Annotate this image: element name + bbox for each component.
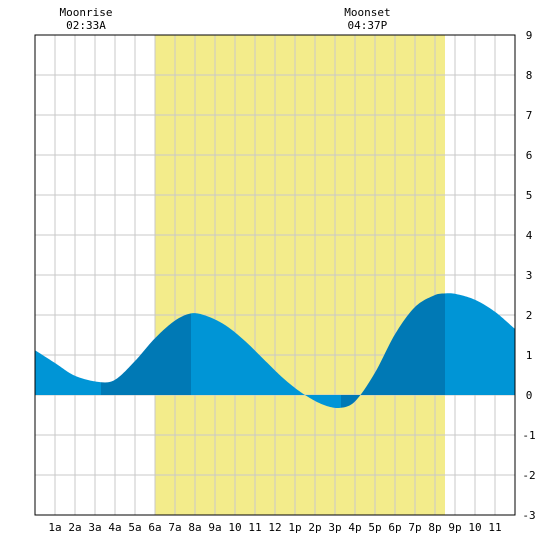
x-tick-label: 12 [268, 521, 281, 534]
x-tick-label: 10 [468, 521, 481, 534]
plot-border [34, 34, 516, 516]
moon-info: Moonrise 02:33A Moonset 04:37P [60, 6, 391, 32]
x-tick-label: 7p [408, 521, 421, 534]
x-tick-label: 10 [228, 521, 241, 534]
y-tick-label: 0 [526, 389, 533, 402]
x-tick-label: 3p [328, 521, 341, 534]
x-tick-label: 1a [48, 521, 61, 534]
y-tick-label: 6 [526, 149, 533, 162]
x-tick-label: 4a [108, 521, 121, 534]
tide-band-rising [101, 313, 191, 395]
x-tick-label: 1p [288, 521, 301, 534]
x-axis-tick-labels: 1a 2a 3a 4a 5a 6a 7a 8a 9a 10 11 12 1p 2p 3p 4p 5p 6p 7p 8p… [48, 521, 501, 534]
y-tick-label: 3 [526, 269, 533, 282]
tide-band-falling [191, 313, 341, 409]
y-tick-label: 5 [526, 189, 533, 202]
x-tick-label: 8p [428, 521, 441, 534]
x-tick-label: 5p [368, 521, 381, 534]
x-tick-label: 6a [148, 521, 161, 534]
y-tick-label: 4 [526, 229, 533, 242]
grid-layer [35, 34, 515, 516]
tide-area-layer [35, 293, 515, 409]
y-tick-label: 2 [526, 309, 533, 322]
moonset-label: Moonset [344, 6, 390, 19]
y-tick-label: 8 [526, 69, 533, 82]
y-tick-label: -1 [522, 429, 535, 442]
tide-band-falling [35, 350, 101, 395]
x-tick-label: 6p [388, 521, 401, 534]
x-tick-label: 9p [448, 521, 461, 534]
x-tick-label: 4p [348, 521, 361, 534]
x-tick-label: 2p [308, 521, 321, 534]
moonset-time: 04:37P [348, 19, 388, 32]
moonrise-time: 02:33A [66, 19, 106, 32]
y-tick-label: 9 [526, 29, 533, 42]
y-tick-label: -3 [522, 509, 535, 522]
x-tick-label: 9a [208, 521, 221, 534]
x-tick-label: 11 [248, 521, 261, 534]
y-axis-tick-labels: -3 -2 -1 0 1 2 3 4 5 6 7 8 9 [522, 29, 535, 522]
tide-band-falling [445, 293, 515, 395]
x-tick-label: 7a [168, 521, 181, 534]
y-tick-label: 7 [526, 109, 533, 122]
y-tick-label: 1 [526, 349, 533, 362]
x-tick-label: 3a [88, 521, 101, 534]
x-tick-label: 8a [188, 521, 201, 534]
x-tick-label: 2a [68, 521, 81, 534]
x-tick-label: 11 [488, 521, 501, 534]
moonrise-label: Moonrise [60, 6, 113, 19]
tide-band-rising [341, 293, 445, 408]
y-tick-label: -2 [522, 469, 535, 482]
x-tick-label: 5a [128, 521, 141, 534]
